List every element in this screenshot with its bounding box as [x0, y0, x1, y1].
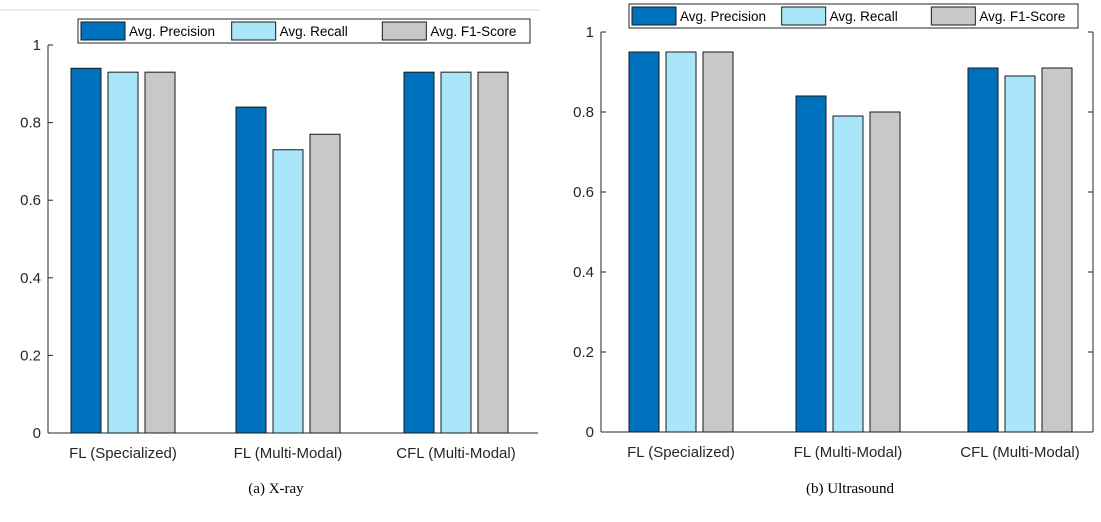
- chart-panel-ultrasound: 0 0.2 0.4 0.6 0.8 1 FL (Specialized) FL (Multi-…: [573, 3, 1094, 497]
- x-tick-label: CFL (Multi-Modal): [960, 444, 1079, 461]
- bar: [1041, 67, 1073, 433]
- legend-label: Avg. Precision: [129, 24, 215, 39]
- y-tick-label: 0: [586, 424, 594, 441]
- figure-caption: (b) Ultrasound: [806, 481, 894, 497]
- bar: [665, 51, 697, 433]
- y-tick-label: 0.4: [573, 264, 594, 281]
- bar: [967, 67, 999, 433]
- y-tick-label: 0.2: [20, 347, 41, 364]
- y-tick-label: 1: [33, 37, 41, 54]
- figure-caption: (a) X-ray: [248, 481, 304, 497]
- bar: [628, 51, 660, 433]
- legend-label: Avg. F1-Score: [430, 24, 516, 39]
- y-tick-label: 0.6: [20, 192, 41, 209]
- y-tick-label: 0.8: [573, 104, 594, 121]
- x-tick-label: FL (Multi-Modal): [234, 445, 343, 462]
- bar: [272, 149, 304, 434]
- legend-swatch: [80, 21, 126, 41]
- legend-box: [628, 3, 1079, 29]
- y-tick-label: 0.6: [573, 184, 594, 201]
- chart-panel-xray: 0 0.2 0.4 0.6 0.8 1 FL (Specialized) FL (Multi-…: [0, 9, 540, 497]
- x-tick-label: FL (Specialized): [69, 445, 177, 462]
- bar: [477, 71, 509, 434]
- bar: [144, 71, 176, 434]
- legend-label: Avg. Recall: [280, 24, 348, 39]
- bar: [869, 111, 901, 433]
- legend-label: Avg. Precision: [680, 9, 766, 24]
- bar: [1004, 75, 1036, 433]
- y-tick-label: 0.2: [573, 344, 594, 361]
- y-tick-label: 1: [586, 24, 594, 41]
- legend-swatch: [231, 21, 277, 41]
- bar: [107, 71, 139, 434]
- x-tick-label: CFL (Multi-Modal): [396, 445, 515, 462]
- legend-box: [77, 18, 531, 44]
- bar: [440, 71, 472, 434]
- x-tick-label: FL (Multi-Modal): [794, 444, 903, 461]
- legend-swatch: [930, 6, 976, 26]
- legend-swatch: [631, 6, 677, 26]
- y-tick-label: 0.8: [20, 115, 41, 132]
- bar: [309, 133, 341, 434]
- x-tick-label: FL (Specialized): [627, 444, 735, 461]
- bar: [70, 67, 102, 434]
- bar: [702, 51, 734, 433]
- legend-label: Avg. Recall: [830, 9, 898, 24]
- legend-swatch: [381, 21, 427, 41]
- bar: [403, 71, 435, 434]
- bar: [235, 106, 267, 434]
- y-tick-label: 0.4: [20, 270, 41, 287]
- legend-label: Avg. F1-Score: [979, 9, 1065, 24]
- bar: [795, 95, 827, 433]
- y-tick-label: 0: [33, 425, 41, 442]
- bar: [832, 115, 864, 433]
- legend-swatch: [781, 6, 827, 26]
